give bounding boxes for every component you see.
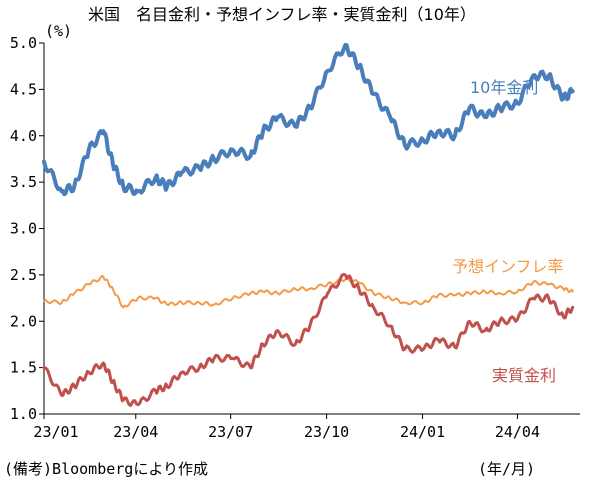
series-line-real <box>42 272 575 407</box>
x-tick-label: 23/10 <box>304 423 349 441</box>
series-label-real: 実質金利 <box>492 366 556 385</box>
y-axis-unit-label: (%) <box>45 22 72 40</box>
y-tick-label: 4.0 <box>10 127 37 145</box>
series-lines <box>42 42 575 407</box>
y-tick-label: 1.0 <box>10 405 37 423</box>
x-tick-label: 24/04 <box>495 423 540 441</box>
y-tick-label: 3.5 <box>10 173 37 191</box>
series-label-nominal: 10年金利 <box>470 78 538 97</box>
x-tick-label: 23/07 <box>208 423 253 441</box>
x-axis-unit-label: (年/月) <box>478 460 535 478</box>
series-label-inflation: 予想インフレ率 <box>452 257 564 276</box>
series-line-nominal <box>42 42 575 197</box>
y-tick-label: 3.0 <box>10 220 37 238</box>
x-tick-label: 24/01 <box>400 423 445 441</box>
y-tick-label: 4.5 <box>10 80 37 98</box>
source-note: (備考)Bloombergにより作成 <box>4 460 208 478</box>
y-tick-label: 5.0 <box>10 34 37 52</box>
axes: 1.0 1.5 2.0 2.5 3.0 3.5 4.0 4.5 5.0 23/01 23/04 23/… <box>10 34 580 441</box>
y-tick-label: 1.5 <box>10 359 37 377</box>
y-tick-label: 2.5 <box>10 266 37 284</box>
x-tick-label: 23/01 <box>33 423 78 441</box>
x-tick-label: 23/04 <box>113 423 158 441</box>
chart-title: 米国 名目金利・予想インフレ率・実質金利（10年） <box>88 5 476 24</box>
y-tick-label: 2.0 <box>10 312 37 330</box>
series-line-inflation <box>43 274 574 309</box>
